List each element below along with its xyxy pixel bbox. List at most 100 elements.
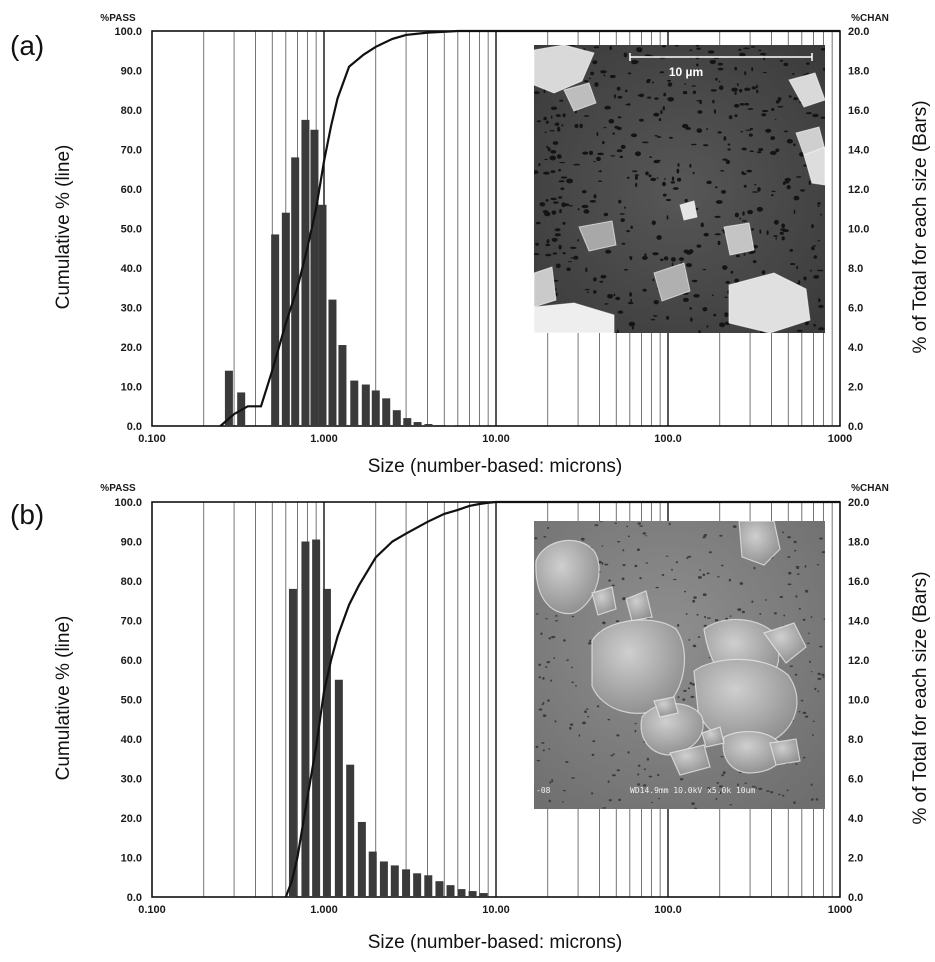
right-y-tick-label: 0.0 [848, 421, 863, 433]
bar [334, 679, 343, 897]
x-axis-label-a: Size (number-based: microns) [368, 456, 622, 477]
bar [350, 380, 359, 426]
right-axis-header-a: %CHAN [851, 13, 889, 24]
right-y-tick-label: 14.0 [848, 145, 869, 157]
x-tick-label: 1.000 [310, 433, 338, 445]
bar-series-a [224, 119, 454, 426]
bar [468, 891, 477, 897]
bar [310, 129, 319, 426]
left-y-tick-label: 50.0 [121, 695, 142, 707]
left-y-ticks-a: 0.0 10.0 20.0 30.0 40.0 50.0 60.0 70.0 80.0 90.0 1… [114, 26, 142, 433]
right-y-tick-label: 2.0 [848, 382, 863, 394]
cumulative-line [284, 500, 840, 898]
left-y-ticks-b: 0.0 10.0 20.0 30.0 40.0 50.0 60.0 70.0 80.0 90.0 1… [114, 497, 142, 904]
sem-scale-bar-label-a: 10 µm [669, 65, 703, 79]
left-y-tick-label: 20.0 [121, 342, 142, 354]
y-axis-label-right-b: % of Total for each size (Bars) [910, 571, 931, 824]
bar [382, 398, 391, 426]
left-y-tick-label: 80.0 [121, 576, 142, 588]
bar [301, 541, 310, 897]
bar [479, 893, 488, 897]
right-axis-header-b: %CHAN [851, 483, 889, 494]
cumulative-line-series-b [284, 500, 840, 898]
x-ticks-b: 0.100 1.000 10.00 100.0 1000 [138, 904, 852, 916]
x-ticks-a: 0.100 1.000 10.00 100.0 1000 [138, 433, 852, 445]
x-tick-label: 1000 [828, 433, 852, 445]
bar [361, 384, 370, 426]
plot-area-b: 0.0 10.0 20.0 30.0 40.0 50.0 60.0 70.0 80.0 90.0 1… [114, 497, 869, 916]
left-y-tick-label: 40.0 [121, 263, 142, 275]
right-y-tick-label: 16.0 [848, 105, 869, 117]
right-y-tick-label: 20.0 [848, 26, 869, 38]
bar [424, 424, 433, 426]
x-tick-label: 100.0 [654, 904, 682, 916]
bar [390, 865, 399, 897]
left-y-tick-label: 70.0 [121, 145, 142, 157]
x-tick-label: 1.000 [310, 904, 338, 916]
left-y-tick-label: 30.0 [121, 774, 142, 786]
left-y-tick-label: 40.0 [121, 734, 142, 746]
right-y-tick-label: 6.0 [848, 774, 863, 786]
x-tick-label: 10.00 [482, 904, 510, 916]
right-y-tick-label: 4.0 [848, 813, 863, 825]
right-y-tick-label: 10.0 [848, 224, 869, 236]
right-y-tick-label: 6.0 [848, 303, 863, 315]
bar [424, 875, 433, 897]
bar [318, 204, 327, 426]
right-y-ticks-a: 0.0 2.0 4.0 6.0 8.0 10.0 12.0 14.0 16.0 18.0 20.0 [848, 26, 869, 433]
sem-micrograph-b: WD14.9mm 10.0kV x5.0k 10um -08 [534, 521, 825, 809]
bar [346, 764, 355, 897]
left-y-tick-label: 0.0 [127, 421, 142, 433]
bar [413, 873, 422, 897]
left-y-tick-label: 90.0 [121, 66, 142, 78]
bar [288, 588, 297, 897]
panel-label-a: (a) [10, 30, 44, 61]
bar [435, 881, 444, 897]
bar [312, 539, 321, 897]
y-axis-label-left-a: Cumulative % (line) [53, 145, 74, 310]
left-y-tick-label: 100.0 [114, 497, 142, 509]
x-tick-label: 1000 [828, 904, 852, 916]
svg-text:-08: -08 [536, 786, 551, 795]
x-axis-label-b: Size (number-based: microns) [368, 932, 622, 953]
right-y-tick-label: 12.0 [848, 655, 869, 667]
right-y-tick-label: 18.0 [848, 537, 869, 549]
x-tick-label: 0.100 [138, 904, 166, 916]
bar [368, 851, 377, 897]
right-y-tick-label: 8.0 [848, 734, 863, 746]
right-y-tick-label: 10.0 [848, 695, 869, 707]
bar [379, 861, 388, 897]
cumulative-line [219, 29, 840, 427]
left-y-tick-label: 60.0 [121, 655, 142, 667]
left-y-tick-label: 20.0 [121, 813, 142, 825]
left-y-tick-label: 70.0 [121, 616, 142, 628]
left-axis-header-a: %PASS [100, 13, 136, 24]
left-y-tick-label: 90.0 [121, 537, 142, 549]
right-y-tick-label: 16.0 [848, 576, 869, 588]
plot-area-a: 0.0 10.0 20.0 30.0 40.0 50.0 60.0 70.0 80.0 90.0 1… [114, 26, 869, 445]
bar [446, 885, 455, 897]
bar [301, 119, 310, 426]
right-y-tick-label: 20.0 [848, 497, 869, 509]
right-y-tick-label: 0.0 [848, 892, 863, 904]
left-y-tick-label: 0.0 [127, 892, 142, 904]
right-y-ticks-b: 0.0 2.0 4.0 6.0 8.0 10.0 12.0 14.0 16.0 18.0 20.0 [848, 497, 869, 904]
bar [322, 588, 331, 897]
y-axis-label-right-a: % of Total for each size (Bars) [910, 100, 931, 353]
bar [371, 390, 380, 426]
left-y-tick-label: 80.0 [121, 105, 142, 117]
x-tick-label: 0.100 [138, 433, 166, 445]
bar [271, 234, 280, 426]
panel-b: (b) %PASS %CHAN Cumulative % (line) % of… [10, 483, 931, 953]
right-y-tick-label: 18.0 [848, 66, 869, 78]
bar [434, 425, 443, 426]
bar [402, 869, 411, 897]
bar [403, 418, 412, 426]
bar [413, 422, 422, 426]
bar [457, 889, 466, 897]
bar [224, 370, 233, 426]
x-tick-label: 10.00 [482, 433, 510, 445]
left-y-tick-label: 10.0 [121, 853, 142, 865]
left-y-tick-label: 100.0 [114, 26, 142, 38]
